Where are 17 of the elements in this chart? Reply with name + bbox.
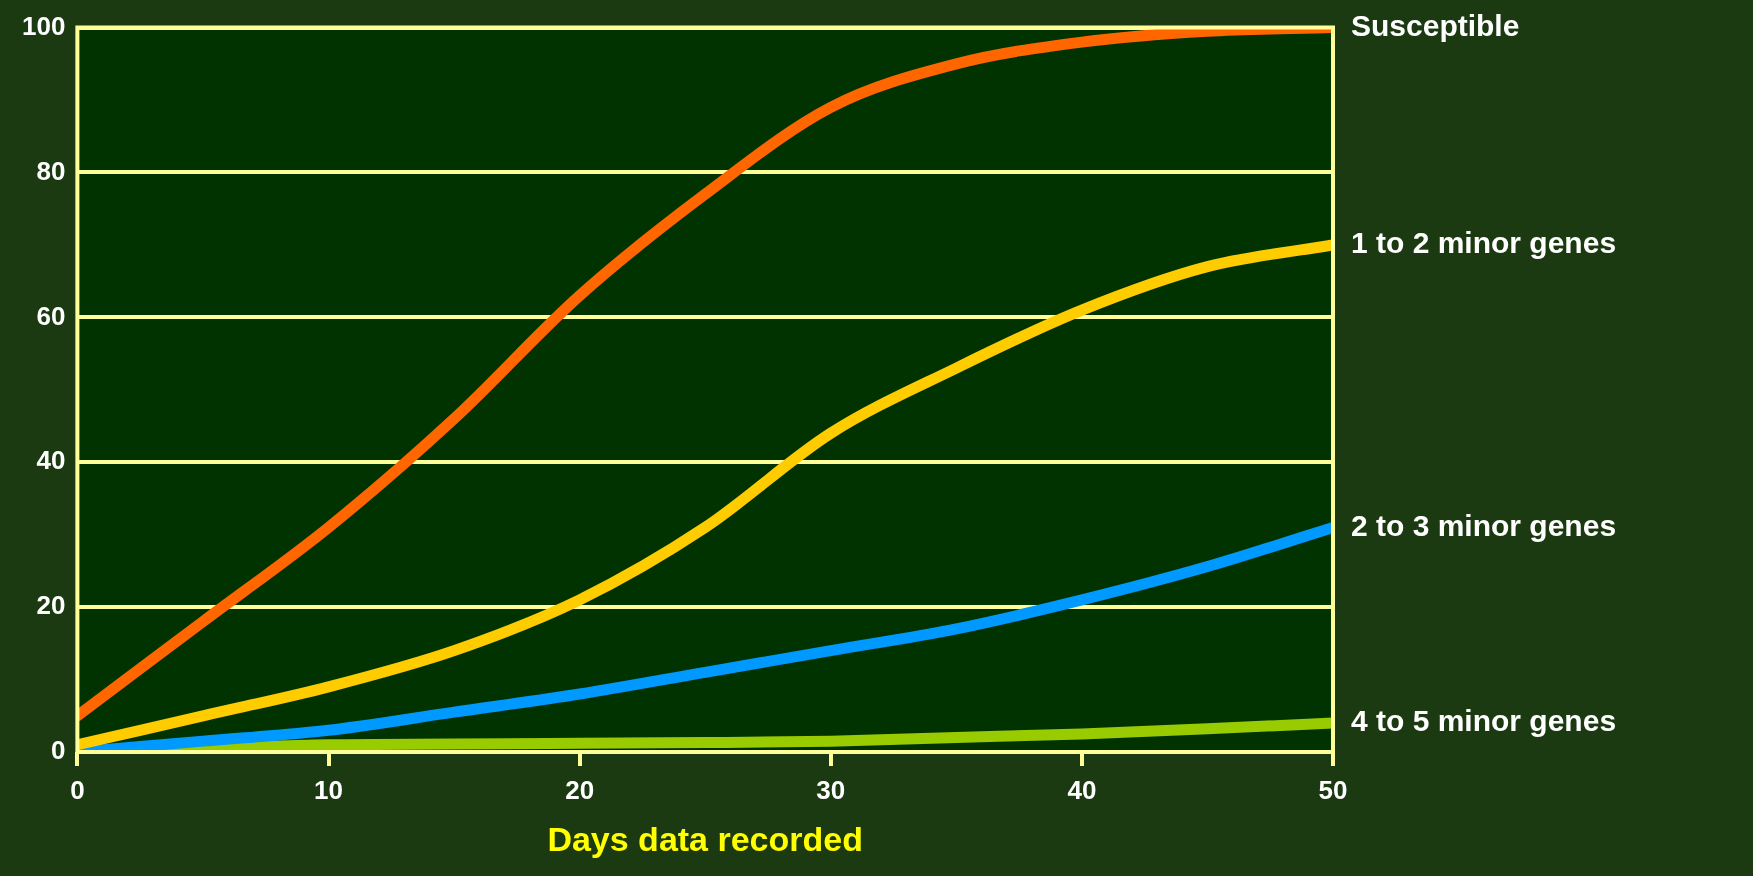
series-label: 4 to 5 minor genes [1351,704,1617,738]
series-label: 1 to 2 minor genes [1351,226,1617,260]
series-label: 2 to 3 minor genes [1351,508,1617,542]
x-tick-label: 0 [70,774,85,805]
y-tick-label: 100 [21,10,66,41]
x-tick-label: 20 [565,774,595,805]
x-axis-title: Days data recorded [547,819,863,858]
y-tick-label: 20 [36,590,66,621]
y-tick-label: 40 [36,445,66,476]
x-tick-label: 40 [1067,774,1097,805]
x-tick-label: 10 [314,774,343,805]
y-tick-label: 60 [36,300,66,331]
series-label: Susceptible [1351,8,1520,42]
y-tick-label: 0 [50,735,66,766]
x-tick-label: 50 [1318,774,1348,805]
x-tick-label: 30 [816,774,846,805]
y-tick-label: 80 [36,155,66,186]
